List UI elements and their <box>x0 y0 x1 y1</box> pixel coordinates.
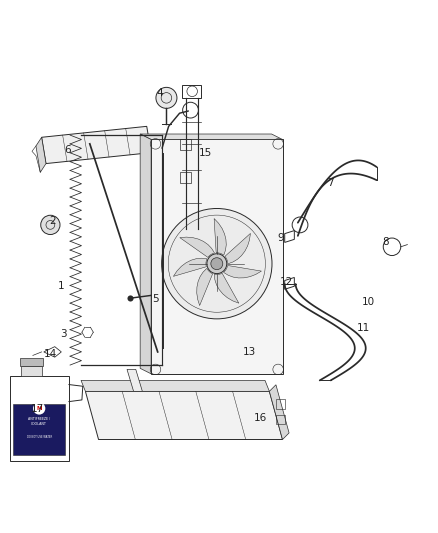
Text: 15: 15 <box>199 148 212 158</box>
Text: 6: 6 <box>64 146 71 156</box>
Text: 3: 3 <box>60 329 67 340</box>
Circle shape <box>162 208 272 319</box>
Polygon shape <box>214 273 239 303</box>
Text: 1: 1 <box>58 281 65 291</box>
Text: 12: 12 <box>280 277 293 287</box>
Polygon shape <box>140 134 151 374</box>
Polygon shape <box>140 134 283 140</box>
Polygon shape <box>127 369 142 391</box>
Text: ANTIFREEZE /
COOLANT: ANTIFREEZE / COOLANT <box>28 417 50 426</box>
Text: 4: 4 <box>156 88 163 99</box>
Text: 7: 7 <box>327 178 334 188</box>
Polygon shape <box>81 381 269 391</box>
Bar <box>21 366 42 376</box>
Bar <box>10 376 69 462</box>
Text: 14: 14 <box>44 349 57 359</box>
Polygon shape <box>197 269 213 305</box>
Bar <box>13 403 65 455</box>
Polygon shape <box>36 138 46 172</box>
Polygon shape <box>224 265 261 278</box>
Circle shape <box>41 215 60 235</box>
Text: M: M <box>36 406 42 411</box>
Polygon shape <box>214 219 226 255</box>
Text: 10: 10 <box>361 296 374 306</box>
Polygon shape <box>42 126 151 164</box>
Circle shape <box>33 402 46 415</box>
Circle shape <box>207 254 227 273</box>
Text: 16: 16 <box>254 413 267 423</box>
Circle shape <box>211 258 223 270</box>
Polygon shape <box>151 140 283 374</box>
Text: 8: 8 <box>382 237 389 247</box>
Text: 9: 9 <box>277 233 284 243</box>
Text: 5: 5 <box>152 294 159 304</box>
Text: 13: 13 <box>243 347 256 357</box>
Text: 17: 17 <box>31 404 44 414</box>
Polygon shape <box>225 233 251 264</box>
Circle shape <box>156 87 177 108</box>
Polygon shape <box>180 237 214 257</box>
Text: 11: 11 <box>357 323 370 333</box>
Polygon shape <box>173 258 207 277</box>
Bar <box>20 359 43 366</box>
Polygon shape <box>85 391 283 440</box>
Polygon shape <box>269 385 289 440</box>
Text: DO NOT USE WATER: DO NOT USE WATER <box>27 435 52 440</box>
Circle shape <box>127 295 134 302</box>
Text: 2: 2 <box>49 215 56 225</box>
